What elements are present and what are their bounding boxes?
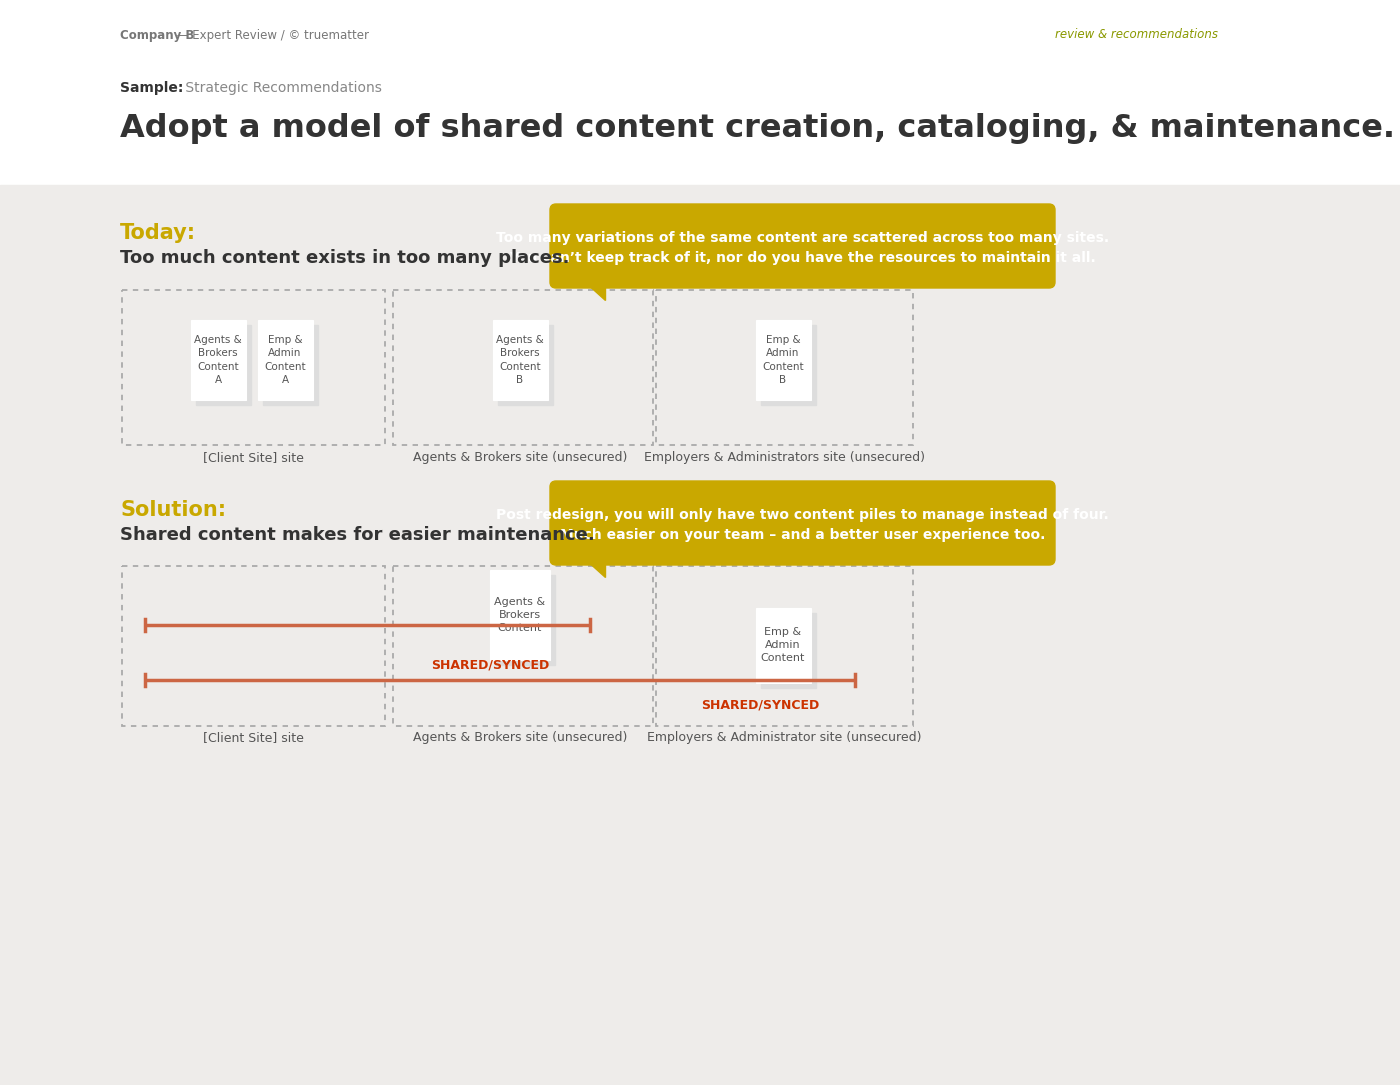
Bar	[263, 326, 318, 405]
Bar	[760, 326, 815, 405]
Bar	[0, 186, 1400, 1085]
Text: Company B: Company B	[120, 28, 195, 41]
Bar	[393, 566, 652, 726]
FancyBboxPatch shape	[550, 481, 1056, 565]
Text: Strategic Recommendations: Strategic Recommendations	[181, 81, 382, 95]
Bar	[497, 326, 553, 405]
Text: Agents &
Brokers
Content
B: Agents & Brokers Content B	[496, 335, 543, 385]
Text: Shared content makes for easier maintenance.: Shared content makes for easier maintena…	[120, 526, 595, 544]
Text: Emp &
Admin
Content: Emp & Admin Content	[760, 627, 805, 663]
Bar	[196, 326, 251, 405]
Text: Too much content exists in too many places.: Too much content exists in too many plac…	[120, 248, 570, 267]
Text: Sample:: Sample:	[120, 81, 183, 95]
Text: Agents &
Brokers
Content: Agents & Brokers Content	[494, 597, 546, 634]
Bar	[190, 320, 245, 400]
Text: Adopt a model of shared content creation, cataloging, & maintenance.: Adopt a model of shared content creation…	[120, 113, 1394, 143]
Bar	[122, 566, 385, 726]
Text: Emp &
Admin
Content
B: Emp & Admin Content B	[762, 335, 804, 385]
Text: SHARED/SYNCED: SHARED/SYNCED	[431, 659, 549, 672]
Text: Too many variations of the same content are scattered across too many sites.: Too many variations of the same content …	[496, 231, 1109, 245]
Text: Emp &
Admin
Content
A: Emp & Admin Content A	[265, 335, 305, 385]
Text: Today:: Today:	[120, 224, 196, 243]
Text: You can’t keep track of it, nor do you have the resources to maintain it all.: You can’t keep track of it, nor do you h…	[510, 251, 1096, 265]
Polygon shape	[585, 282, 605, 299]
Polygon shape	[585, 559, 605, 577]
Text: Solution:: Solution:	[120, 500, 227, 520]
Bar	[0, 0, 1400, 186]
Text: Agents & Brokers site (unsecured): Agents & Brokers site (unsecured)	[413, 451, 627, 464]
Bar	[496, 575, 554, 665]
Bar	[493, 320, 547, 400]
Text: SHARED/SYNCED: SHARED/SYNCED	[701, 699, 819, 712]
Text: review & recommendations: review & recommendations	[1056, 28, 1218, 41]
FancyBboxPatch shape	[550, 204, 1056, 288]
Text: Much easier on your team – and a better user experience too.: Much easier on your team – and a better …	[560, 528, 1046, 542]
Bar	[756, 320, 811, 400]
Text: [Client Site] site: [Client Site] site	[203, 451, 304, 464]
Text: Agents & Brokers site (unsecured): Agents & Brokers site (unsecured)	[413, 731, 627, 744]
Text: — Expert Review / © truematter: — Expert Review / © truematter	[174, 28, 370, 41]
Bar	[393, 290, 652, 445]
Text: Employers & Administrator site (unsecured): Employers & Administrator site (unsecure…	[647, 731, 921, 744]
Bar	[760, 613, 815, 688]
Text: [Client Site] site: [Client Site] site	[203, 731, 304, 744]
Bar	[122, 290, 385, 445]
Bar	[258, 320, 312, 400]
Bar	[490, 570, 550, 660]
Text: Agents &
Brokers
Content
A: Agents & Brokers Content A	[195, 335, 242, 385]
Bar	[756, 608, 811, 682]
Bar	[657, 290, 913, 445]
Text: Post redesign, you will only have two content piles to manage instead of four.: Post redesign, you will only have two co…	[496, 508, 1109, 522]
Bar	[657, 566, 913, 726]
Text: Employers & Administrators site (unsecured): Employers & Administrators site (unsecur…	[644, 451, 924, 464]
